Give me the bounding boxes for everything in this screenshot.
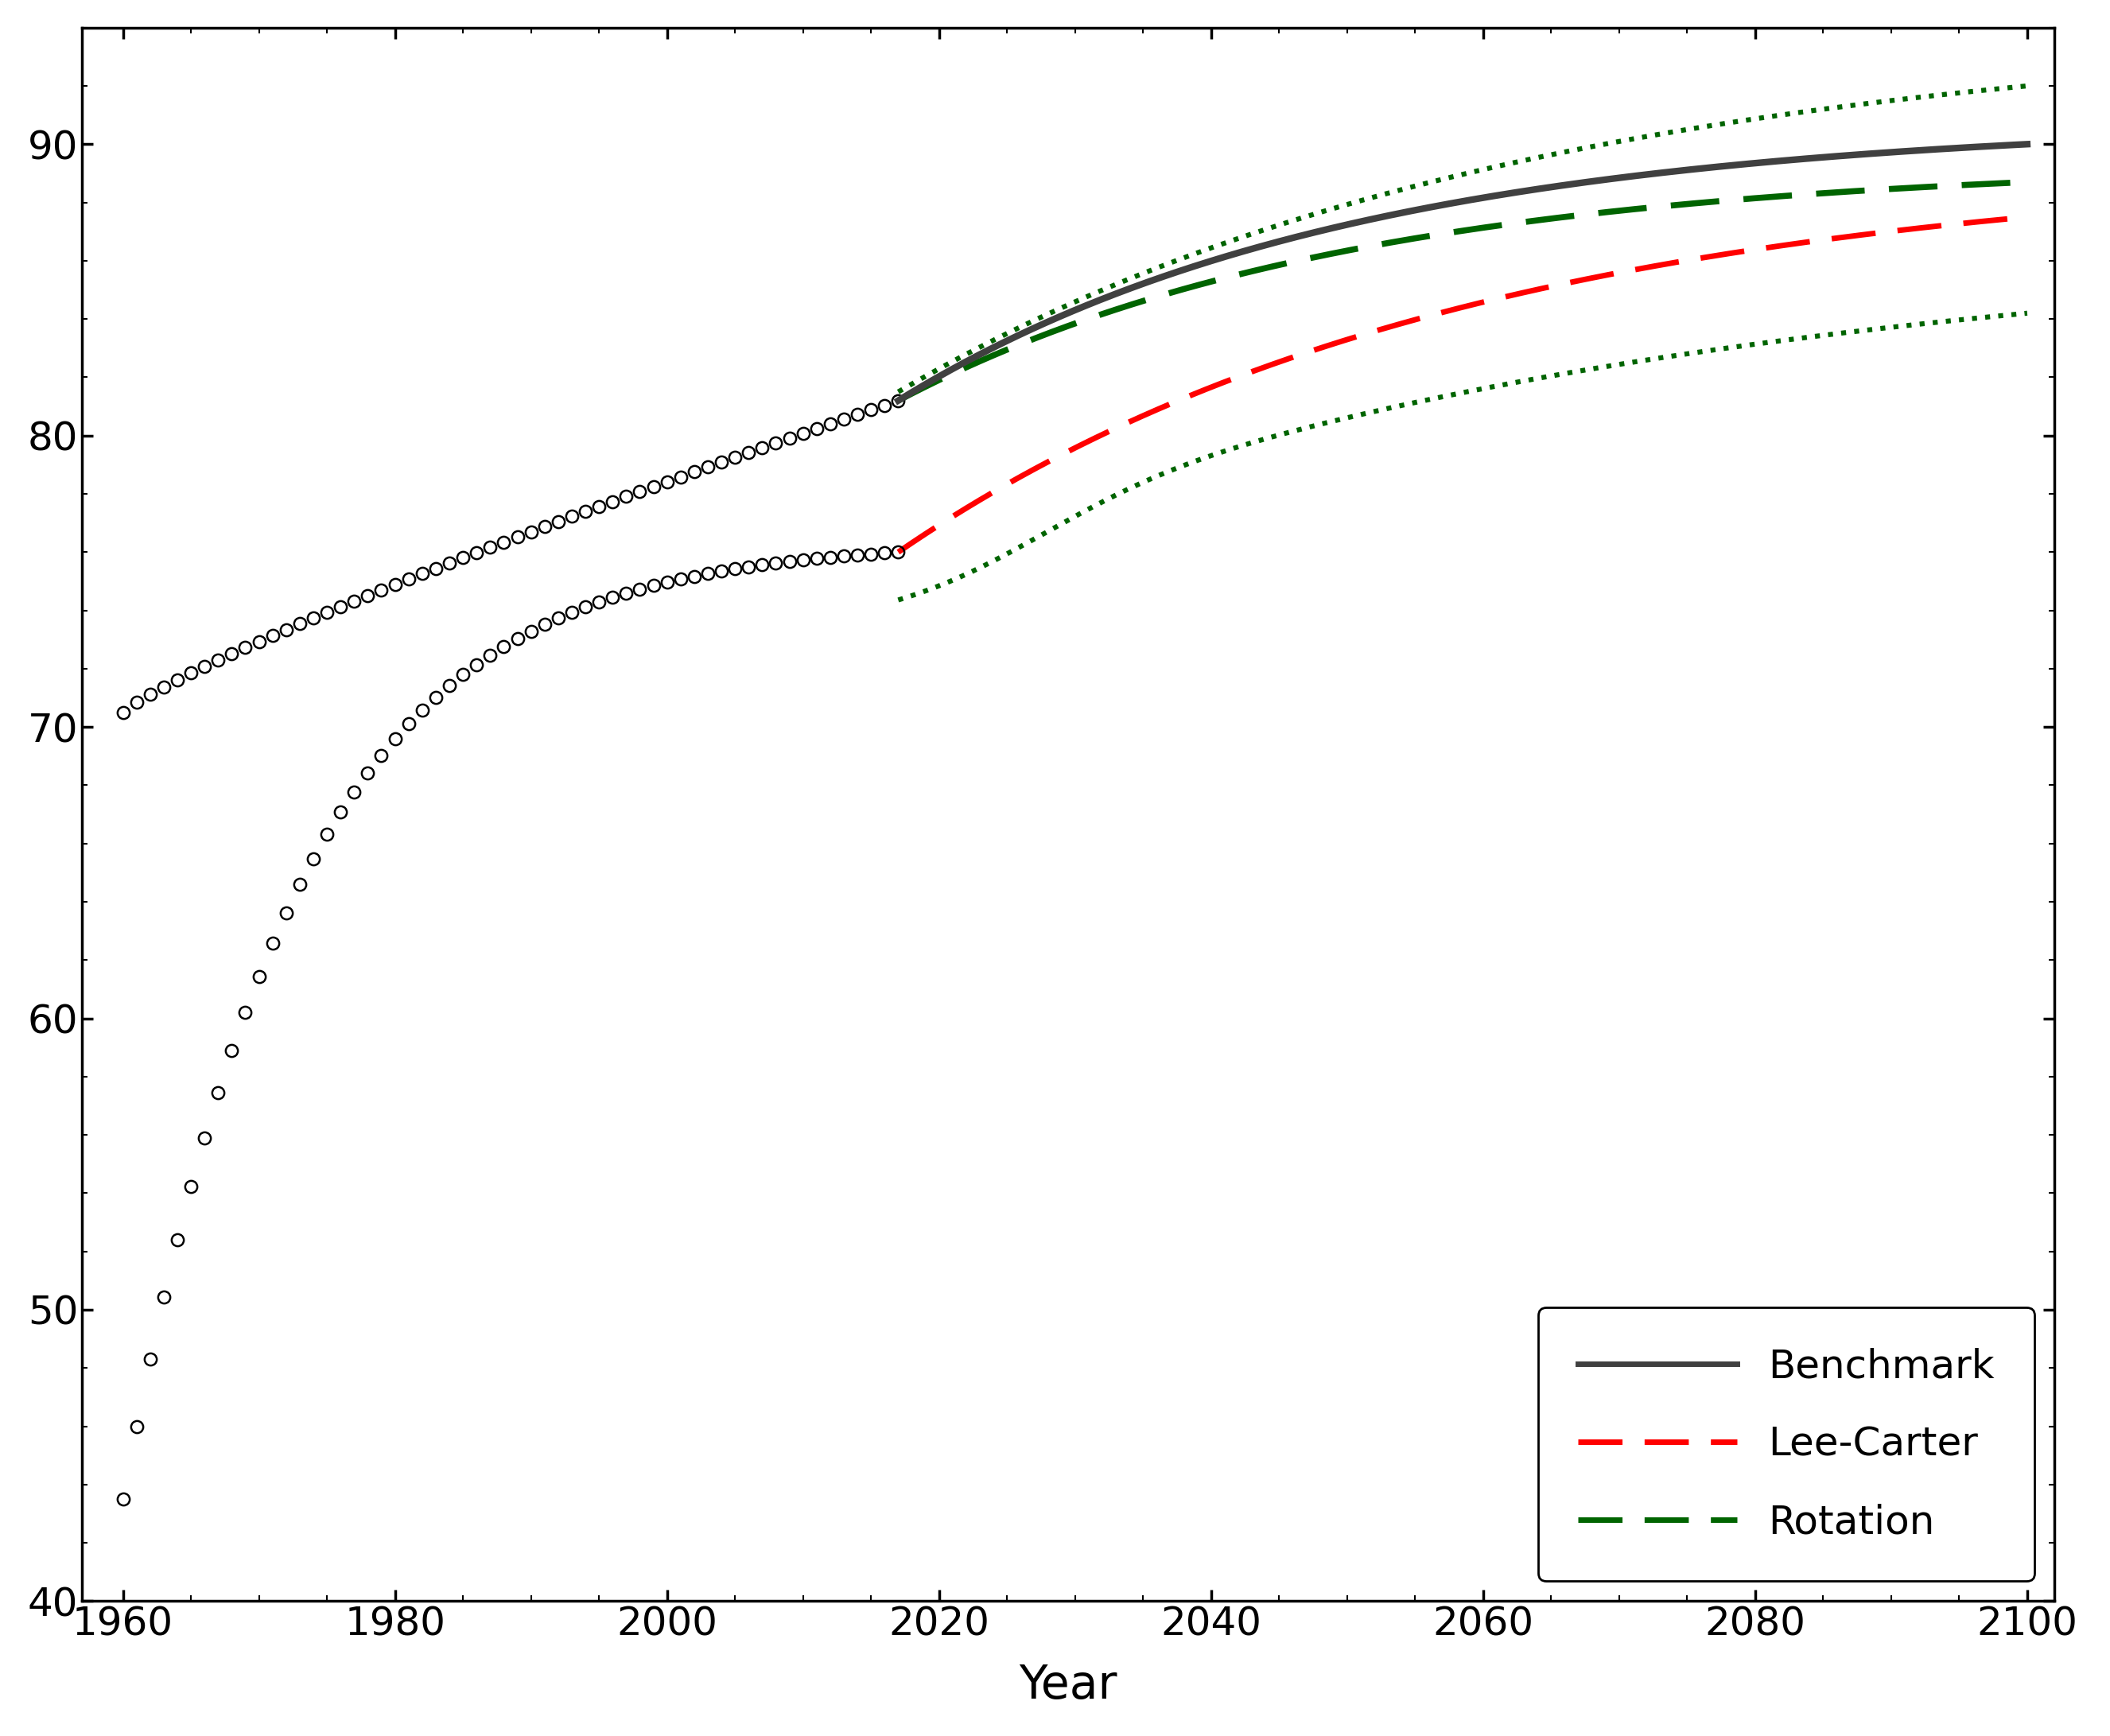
X-axis label: Year: Year bbox=[1019, 1663, 1118, 1708]
Legend: Benchmark, Lee-Carter, Rotation: Benchmark, Lee-Carter, Rotation bbox=[1538, 1307, 2034, 1581]
